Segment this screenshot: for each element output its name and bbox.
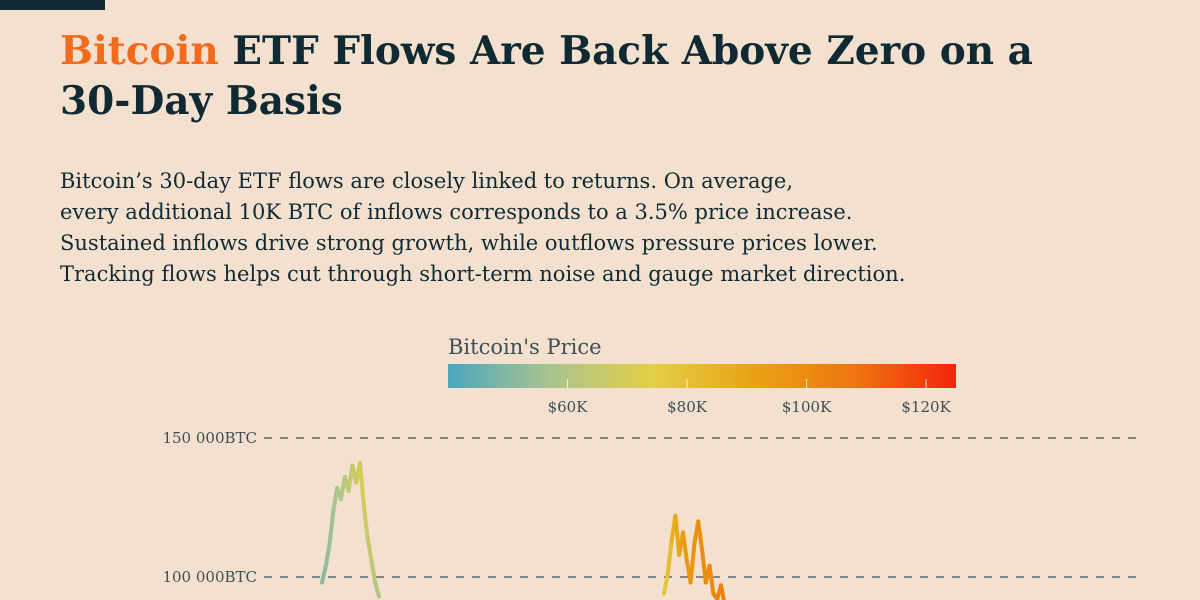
page-title: Bitcoin ETF Flows Are Back Above Zero on… [60, 26, 1060, 126]
flow-line-segment [369, 558, 378, 585]
description-line-4: Tracking flows helps cut through short-t… [60, 262, 906, 286]
flow-line-segment [688, 541, 697, 585]
color-scale-title: Bitcoin's Price [448, 335, 602, 359]
description: Bitcoin’s 30-day ETF flows are closely l… [60, 166, 1140, 290]
color-scale-tick-label: $60K [548, 398, 589, 416]
corner-accent-bar [0, 0, 105, 10]
flow-line-segment [719, 583, 726, 600]
flow-line-segment [361, 502, 370, 541]
flow-line-segment [665, 538, 674, 577]
flow-line-segment [320, 563, 328, 585]
flow-line-segment [373, 580, 381, 599]
description-line-3: Sustained inflows drive strong growth, w… [60, 231, 878, 255]
description-line-2: every additional 10K BTC of inflows corr… [60, 200, 853, 224]
flow-line-segment [662, 572, 670, 596]
color-scale-tick-label: $120K [901, 398, 951, 416]
flow-line-segment [696, 519, 704, 552]
color-scale-tick-label: $80K [667, 398, 708, 416]
color-scale-bar [448, 364, 956, 388]
y-tick-label: 100 000BTC [162, 568, 257, 586]
flow-line-segment [365, 536, 374, 563]
y-tick-label: 150 000BTC [162, 429, 257, 447]
y-grid: 150 000BTC 100 000BTC [162, 429, 1140, 586]
description-line-1: Bitcoin’s 30-day ETF flows are closely l… [60, 169, 794, 193]
flow-series [320, 461, 726, 600]
flow-line-segment [323, 541, 332, 568]
flow-line-segment [681, 530, 689, 563]
flow-line-segment [327, 508, 336, 546]
title-accent-word: Bitcoin [60, 28, 219, 74]
title-rest: ETF Flows Are Back Above Zero on a 30-Da… [60, 28, 1033, 124]
color-scale-tick-label: $100K [782, 398, 832, 416]
flow-line-segment [707, 563, 716, 596]
flow-line-segment [358, 461, 366, 507]
etf-flow-chart: Bitcoin's Price $60K $80K $100K $120K 150 0… [162, 335, 1140, 600]
color-scale-ticks: $60K $80K $100K $120K [548, 379, 952, 416]
